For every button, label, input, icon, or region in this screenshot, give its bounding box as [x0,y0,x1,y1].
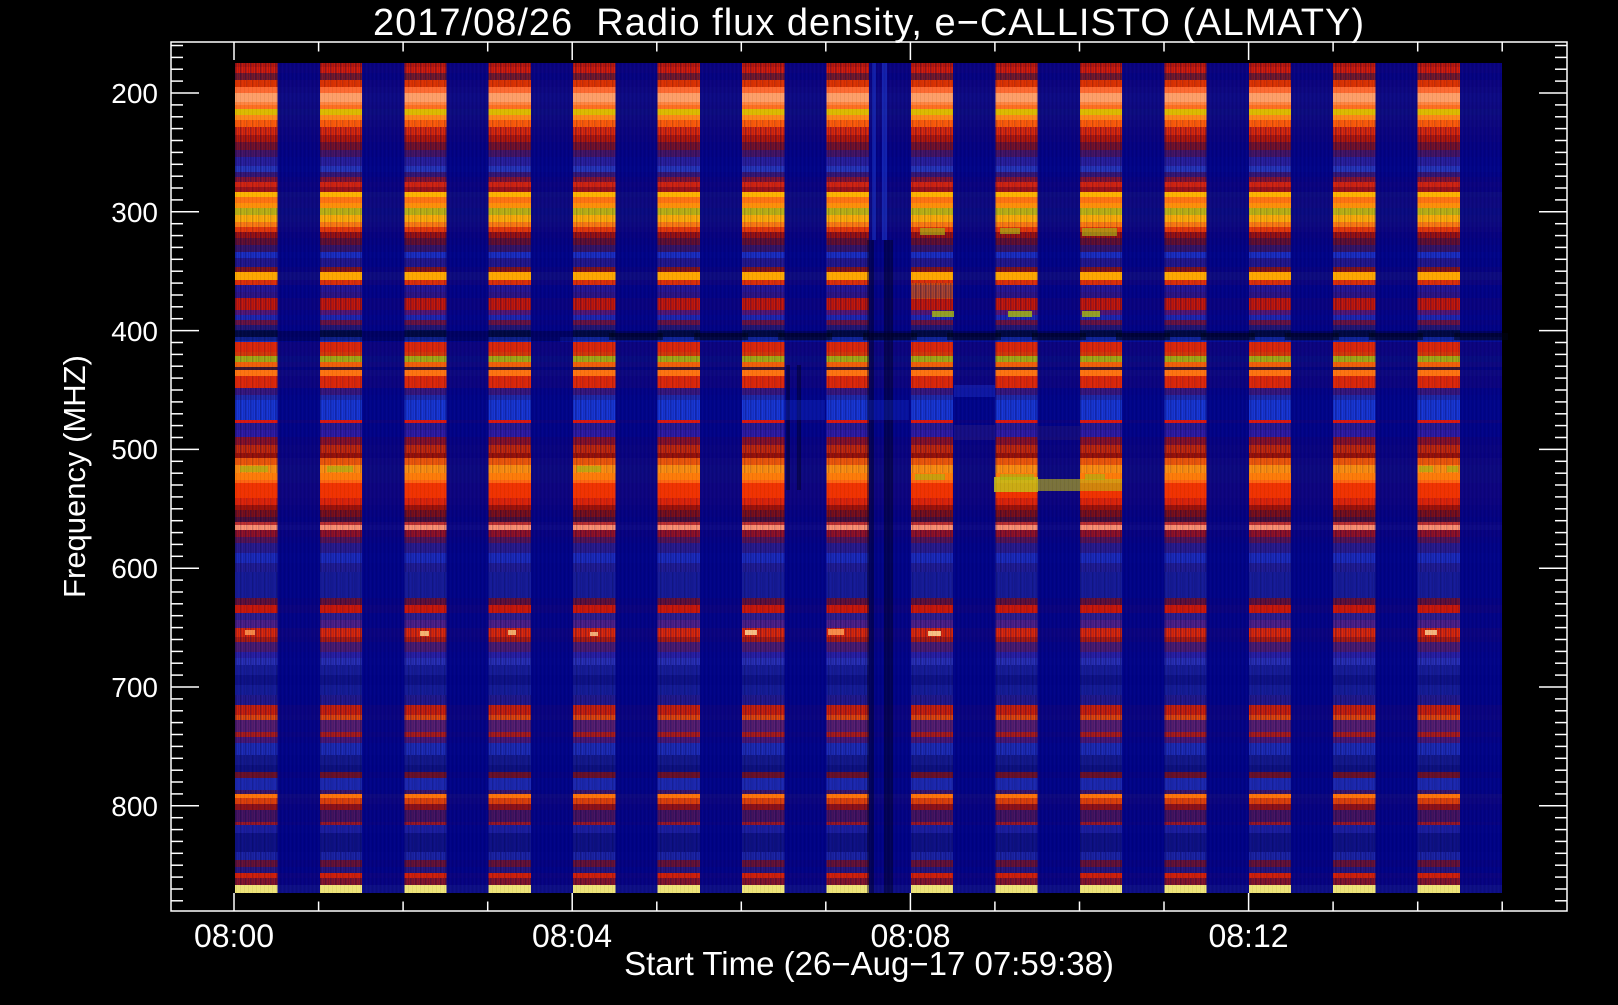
svg-text:08:08: 08:08 [870,918,950,954]
svg-text:300: 300 [111,197,158,228]
svg-text:400: 400 [111,316,158,347]
svg-text:08:12: 08:12 [1208,918,1288,954]
svg-text:800: 800 [111,791,158,822]
svg-text:Start Time (26−Aug−17 07:59:38: Start Time (26−Aug−17 07:59:38) [624,945,1114,982]
svg-text:500: 500 [111,434,158,465]
svg-text:2017/08/26 Radio flux density: 2017/08/26 Radio flux density, e−CALLIST… [373,2,1365,44]
svg-text:600: 600 [111,553,158,584]
svg-text:08:00: 08:00 [194,918,274,954]
svg-text:200: 200 [111,78,158,109]
svg-text:Frequency (MHZ): Frequency (MHZ) [57,355,92,598]
svg-text:700: 700 [111,672,158,703]
svg-text:08:04: 08:04 [532,918,612,954]
